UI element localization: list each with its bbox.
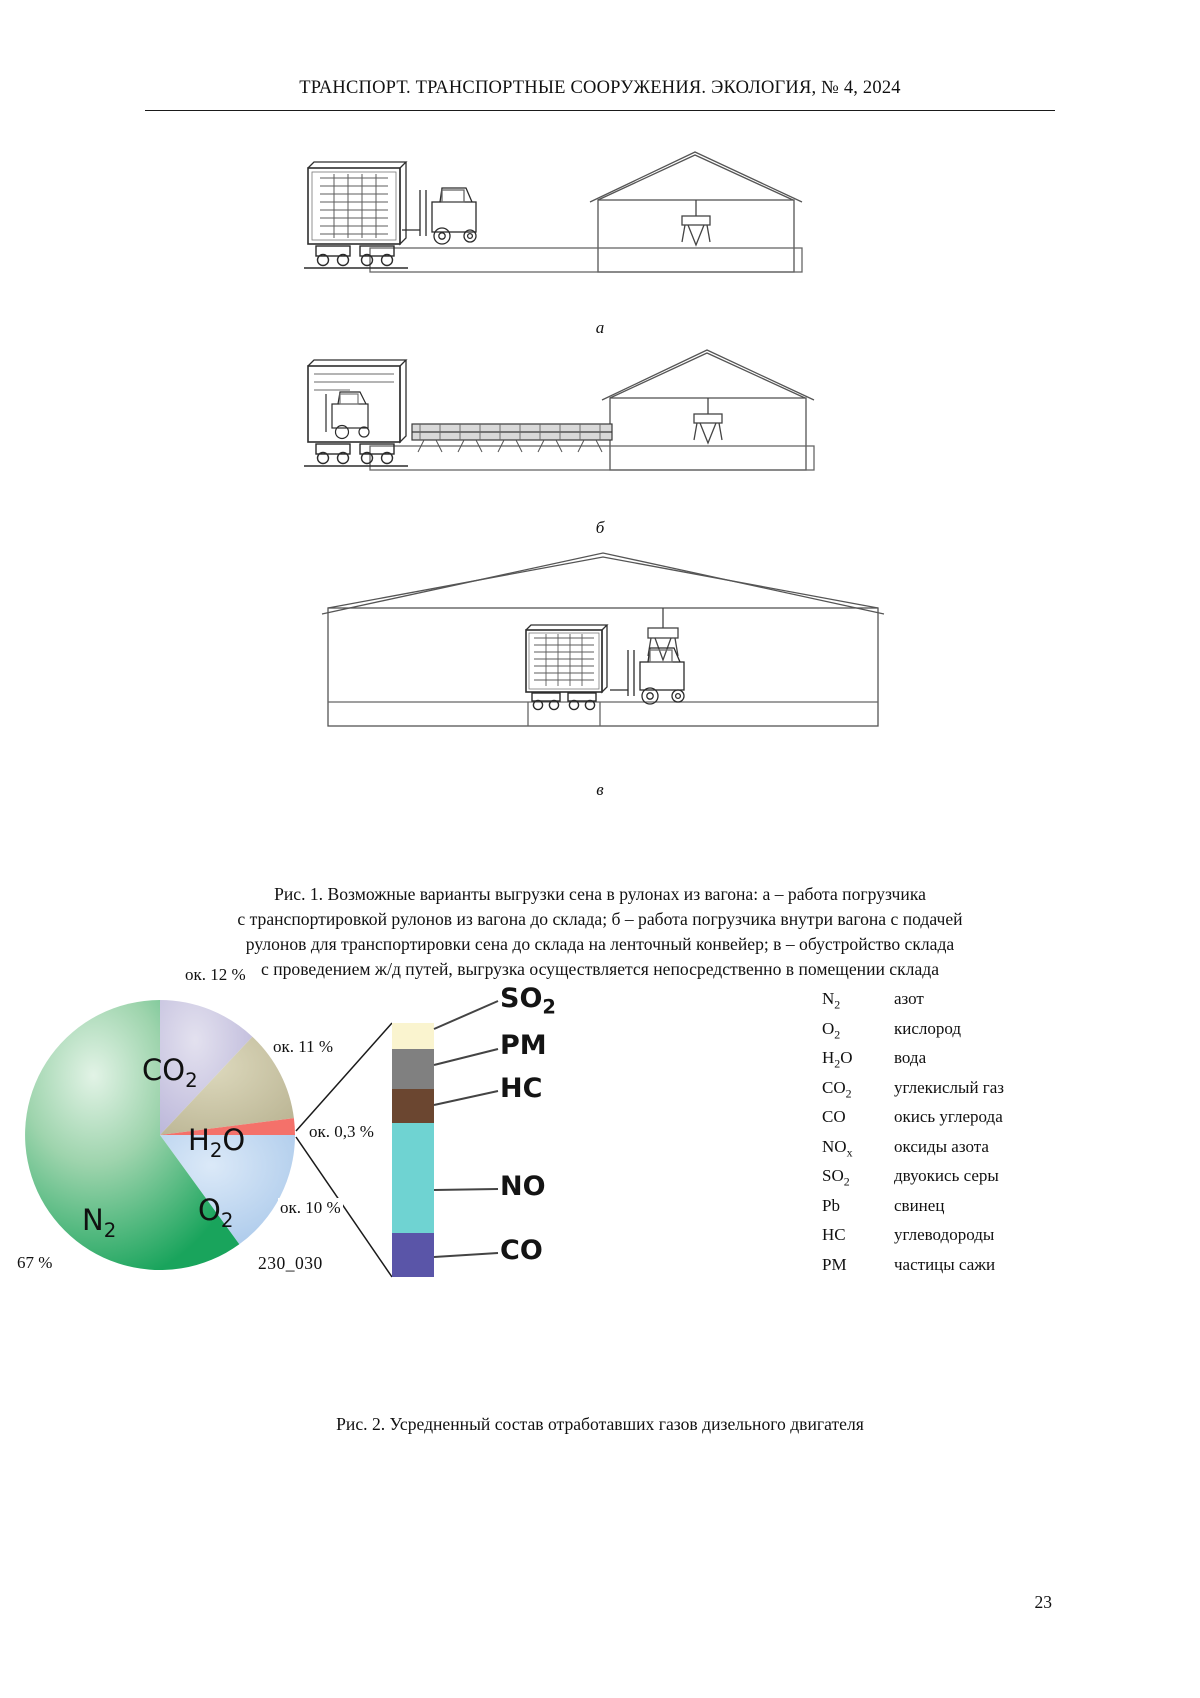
figure1-panel-label-b: б [595, 518, 605, 537]
bar-label-co: CO [500, 1235, 543, 1266]
legend-row: CO окись углерода [822, 1108, 1004, 1138]
legend-symbol: O2 [822, 1018, 841, 1041]
pct-label-o2: ок. 10 % [278, 1198, 343, 1218]
legend-row: N2 азот [822, 990, 1004, 1020]
pct-label-other: ок. 0,3 % [307, 1122, 376, 1142]
figure1-panel-label-c: в [596, 780, 604, 799]
legend-label: кислород [894, 1018, 962, 1038]
legend-row: H2O вода [822, 1049, 1004, 1079]
figure1-panel-label-a: а [595, 318, 605, 337]
legend-row: HC углеводороды [822, 1226, 1004, 1256]
legend-label: свинец [894, 1195, 945, 1215]
bar-label-so2: SO2 [500, 983, 556, 1019]
page-number: 23 [1034, 1592, 1053, 1612]
legend-row: CO2 углекислый газ [822, 1077, 1005, 1109]
legend-symbol: PM [822, 1254, 847, 1274]
legend-label: частицы сажи [894, 1254, 996, 1274]
legend-label: азот [894, 989, 924, 1008]
figure2-image-code: 230_030 [258, 1253, 323, 1273]
pct-label-n2: 67 % [15, 1253, 55, 1273]
legend-label: углекислый газ [894, 1077, 1005, 1097]
legend-symbol: CO [822, 1107, 846, 1126]
legend-label: окись углерода [894, 1107, 1003, 1126]
pie-label-co2: CO2 [142, 1053, 198, 1092]
figure2-pie-chart [25, 1000, 499, 1278]
figure1-caption: Рис. 1. Возможные варианты выгрузки сена… [150, 882, 1050, 982]
legend-symbol: NOx [822, 1136, 853, 1159]
legend-label: двуокись серы [894, 1166, 999, 1185]
legend-row: NOx оксиды азота [822, 1136, 1004, 1168]
figure1-caption-line-1: Рис. 1. Возможные варианты выгрузки сена… [274, 884, 926, 904]
running-header: ТРАНСПОРТ. ТРАНСПОРТНЫЕ СООРУЖЕНИЯ. ЭКОЛ… [299, 78, 901, 98]
figure2-legend: N2 азот O2 кислород H2O вода CO2 углекис… [822, 990, 1004, 1285]
pie-slices [25, 1000, 295, 1270]
header-divider [145, 110, 1055, 111]
legend-label: углеводороды [894, 1225, 995, 1244]
bar-label-pm: PM [500, 1030, 547, 1061]
bar-leader-lines [433, 1000, 499, 1258]
figure1-panel-a-diagram [290, 150, 910, 315]
pie-slice-o2 [160, 1135, 295, 1245]
pie-slice-other [160, 1118, 295, 1135]
legend-label: вода [894, 1048, 927, 1067]
legend-symbol: HC [822, 1225, 846, 1244]
figure2-caption: Рис. 2. Усредненный состав отработавших … [336, 1414, 864, 1434]
legend-symbol: CO2 [822, 1077, 852, 1100]
pie-slice-n2 [25, 1000, 240, 1270]
legend-row: SO2 двуокись серы [822, 1167, 1004, 1197]
legend-row: Pb свинец [822, 1197, 1004, 1227]
legend-symbol: SO2 [822, 1166, 850, 1189]
figure1-caption-line-4: с проведением ж/д путей, выгрузка осущес… [260, 958, 940, 979]
pct-label-h2o: ок. 11 % [271, 1037, 336, 1057]
legend-symbol: H2O [822, 1048, 853, 1071]
bar-label-hc: HC [500, 1073, 543, 1104]
pie-slice-co2 [160, 1000, 253, 1135]
figure1-caption-line-2: с транспортировкой рулонов из вагона до … [237, 908, 963, 929]
bar-label-no: NO [500, 1171, 546, 1202]
explode-connectors [295, 1022, 393, 1278]
pie-slice-h2o [160, 1036, 294, 1135]
figure1-panel-b-diagram [290, 348, 910, 513]
pct-label-co2: ок. 12 % [183, 965, 248, 985]
legend-label: оксиды азота [894, 1136, 989, 1156]
pie-label-o2: O2 [198, 1193, 234, 1232]
pie-label-h2o: H2O [188, 1123, 246, 1162]
legend-row: O2 кислород [822, 1018, 1004, 1050]
figure1-panel-c-diagram [318, 552, 888, 767]
figure1-caption-line-3: рулонов для транспортировки сена до скла… [245, 933, 955, 954]
legend-symbol: N2 [822, 989, 841, 1012]
figure-1: а [0, 140, 1200, 820]
stacked-detail-bar [392, 1023, 434, 1277]
figure-2: CO2 H2O O2 N2 ок. 12 % ок. 11 % ок. 0,3 … [0, 965, 1200, 1295]
pie-label-n2: N2 [82, 1203, 117, 1242]
legend-row: PM частицы сажи [822, 1256, 1004, 1286]
legend-symbol: Pb [822, 1195, 840, 1215]
